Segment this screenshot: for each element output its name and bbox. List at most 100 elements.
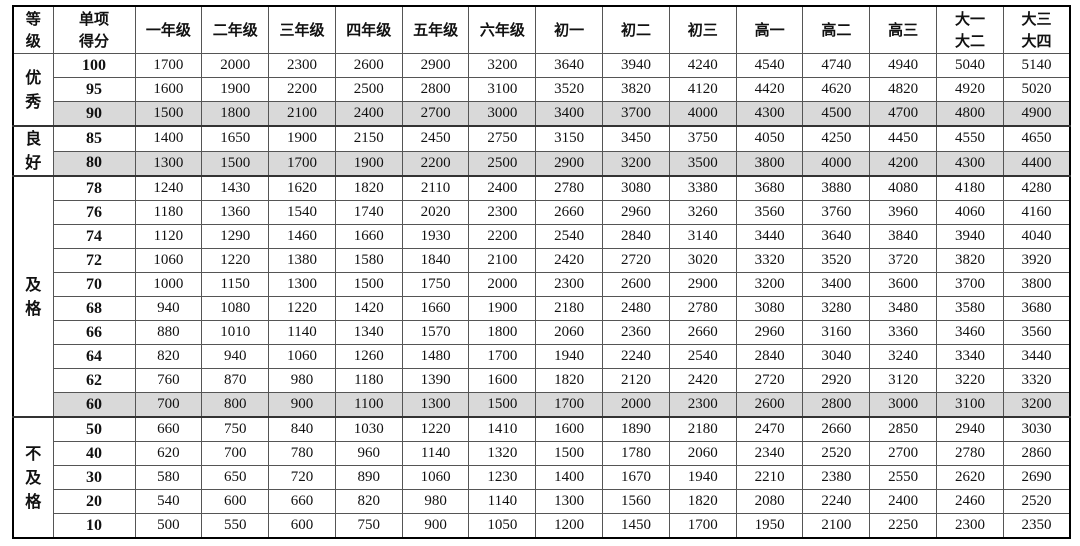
value-cell: 2780 <box>668 296 737 321</box>
score-table: 等级单项 得分 一年级 二年级 三年级 四年级 五年级 六年级 初一 初二 初三 高一 高二 高三 大一 大二… <box>12 5 1072 539</box>
value-cell: 2210 <box>735 465 804 490</box>
value-cell: 2450 <box>401 125 470 152</box>
value-cell: 3940 <box>936 224 1004 249</box>
value-cell: 2180 <box>535 296 604 321</box>
value-cell: 4620 <box>802 77 871 102</box>
value-cell: 3100 <box>468 77 537 102</box>
value-cell: 3320 <box>735 248 804 273</box>
value-cell: 3200 <box>735 272 804 297</box>
value-cell: 1800 <box>201 101 270 127</box>
table-row: 72 1060 1220 1380 1580 1840 2100 2420 2720 3020 33… <box>13 248 1071 273</box>
value-cell: 3820 <box>936 248 1004 273</box>
value-cell: 1140 <box>401 441 470 466</box>
value-cell: 540 <box>134 489 203 514</box>
value-cell: 2520 <box>1002 489 1071 514</box>
value-cell: 1180 <box>134 200 203 225</box>
value-cell: 3840 <box>869 224 938 249</box>
table-row: 66 880 1010 1140 1340 1570 1800 2060 2360 2660 296… <box>13 320 1071 345</box>
column-header: 高三 <box>869 5 938 54</box>
table-row: 95 1600 1900 2200 2500 2800 3100 3520 3820 4120 44… <box>13 77 1071 102</box>
value-cell: 2060 <box>535 320 604 345</box>
header-line: 良 <box>25 129 42 148</box>
value-cell: 2600 <box>334 53 403 78</box>
value-cell: 2250 <box>869 513 938 539</box>
header-line: 得分 <box>78 32 109 50</box>
value-cell: 1430 <box>201 175 270 201</box>
value-cell: 4300 <box>735 101 804 127</box>
score-cell: 80 <box>52 150 136 177</box>
value-cell: 3150 <box>535 125 604 152</box>
value-cell: 580 <box>134 465 203 490</box>
value-cell: 1620 <box>268 175 336 201</box>
value-cell: 3100 <box>936 392 1004 418</box>
header-line: 好 <box>25 153 42 172</box>
value-cell: 4420 <box>735 77 804 102</box>
value-cell: 800 <box>201 392 270 418</box>
value-cell: 3400 <box>535 101 604 127</box>
value-cell: 2750 <box>468 125 537 152</box>
value-cell: 1450 <box>602 513 670 539</box>
value-cell: 1060 <box>268 344 336 369</box>
value-cell: 1010 <box>201 320 270 345</box>
value-cell: 1900 <box>468 296 537 321</box>
header-line: 格 <box>25 298 42 318</box>
value-cell: 2720 <box>735 368 804 393</box>
value-cell: 980 <box>268 368 336 393</box>
header-line: 大四 <box>1021 32 1052 50</box>
value-cell: 1140 <box>468 489 537 514</box>
value-cell: 2340 <box>735 441 804 466</box>
value-cell: 1480 <box>401 344 470 369</box>
value-cell: 890 <box>334 465 403 490</box>
value-cell: 1300 <box>535 489 604 514</box>
value-cell: 1360 <box>201 200 270 225</box>
value-cell: 3080 <box>735 296 804 321</box>
value-cell: 1050 <box>468 513 537 539</box>
value-cell: 3120 <box>869 368 938 393</box>
value-cell: 1460 <box>268 224 336 249</box>
value-cell: 780 <box>268 441 336 466</box>
value-cell: 3720 <box>869 248 938 273</box>
value-cell: 2400 <box>334 101 403 127</box>
value-cell: 2150 <box>334 125 403 152</box>
table-row: 良好 85 1400 1650 1900 2150 2450 2750 3150 3450 3750… <box>12 125 1071 177</box>
column-header: 一年级 <box>134 5 203 54</box>
value-cell: 750 <box>201 416 270 442</box>
header-row: 等级单项 得分 一年级 二年级 三年级 四年级 五年级 六年级 初一 初二 初三 高一 高二 高三 大一 大二… <box>12 5 1071 54</box>
value-cell: 2100 <box>268 101 336 127</box>
value-cell: 3560 <box>735 200 804 225</box>
value-cell: 3030 <box>1002 416 1071 442</box>
value-cell: 2380 <box>802 465 871 490</box>
value-cell: 4180 <box>936 175 1004 201</box>
value-cell: 3020 <box>668 248 737 273</box>
value-cell: 2620 <box>936 465 1004 490</box>
value-cell: 760 <box>134 368 203 393</box>
score-cell: 62 <box>52 368 136 393</box>
value-cell: 1340 <box>334 320 403 345</box>
header-grade: 等级 <box>12 5 54 54</box>
score-cell: 60 <box>52 392 136 418</box>
value-cell: 1140 <box>268 320 336 345</box>
value-cell: 2020 <box>401 200 470 225</box>
value-cell: 4650 <box>1002 125 1071 152</box>
score-cell: 50 <box>52 416 136 442</box>
value-cell: 1820 <box>668 489 737 514</box>
table-row: 及格 78 1240 1430 1620 1820 2110 2400 2780 3080 3380… <box>12 175 1071 418</box>
value-cell: 4000 <box>802 150 871 177</box>
table-row: 20 540 600 660 820 980 1140 1300 1560 1820 2080 224… <box>13 489 1071 514</box>
column-header: 高二 <box>802 5 871 54</box>
value-cell: 2080 <box>735 489 804 514</box>
value-cell: 3700 <box>936 272 1004 297</box>
value-cell: 1900 <box>334 150 403 177</box>
value-cell: 2540 <box>668 344 737 369</box>
value-cell: 4900 <box>1002 101 1071 127</box>
table-row: 76 1180 1360 1540 1740 2020 2300 2660 2960 3260 35… <box>13 200 1071 225</box>
value-cell: 1500 <box>201 150 270 177</box>
value-cell: 3400 <box>802 272 871 297</box>
table-row: 优秀 100 1700 2000 2300 2600 2900 3200 3640 3940 424… <box>12 53 1071 127</box>
value-cell: 2360 <box>602 320 670 345</box>
value-cell: 2690 <box>1002 465 1071 490</box>
value-cell: 1220 <box>401 416 470 442</box>
value-cell: 2500 <box>334 77 403 102</box>
value-cell: 1900 <box>268 125 336 152</box>
value-cell: 1030 <box>334 416 403 442</box>
